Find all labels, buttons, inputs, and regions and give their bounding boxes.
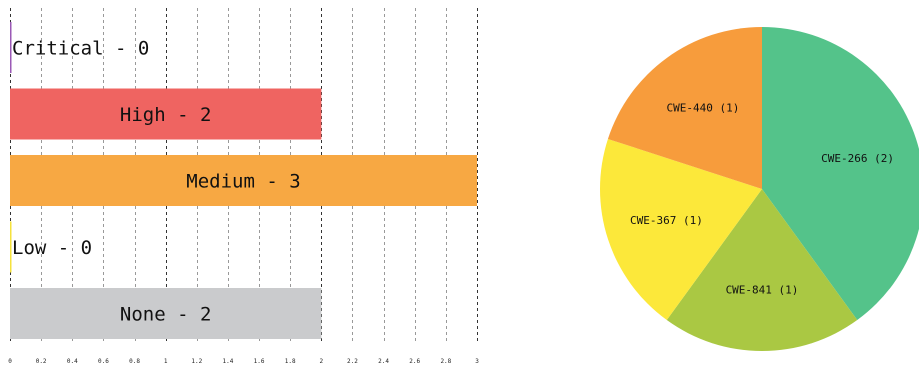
x-tick-label: 1 (164, 358, 168, 365)
bar-label: Critical - 0 (12, 38, 149, 60)
bar-none (10, 288, 322, 339)
x-tick-label: 0.2 (36, 358, 47, 365)
pie-slice (599, 138, 762, 321)
bar-label: Medium - 3 (186, 171, 300, 193)
x-tick-label: 3 (475, 358, 479, 365)
bar-chart-x-ticks: 0 0.2 0.4 0.6 0.8 1 1.2 1.4 1.6 1.8 2 2.2 2.4 2.6 2.8 3 (8, 358, 479, 365)
x-tick-label: 2.4 (378, 358, 389, 365)
x-tick-label: 2 (320, 358, 324, 365)
bar-label: Low - 0 (12, 237, 92, 259)
pie-slice-label: CWE-841 (1) (726, 283, 799, 296)
pie-slice-label: CWE-266 (2) (821, 152, 894, 165)
pie-chart-labels: CWE-266 (2) CWE-841 (1) CWE-367 (1) CWE-440… (630, 102, 894, 297)
pie-slice (762, 27, 919, 321)
x-tick-label: 2.8 (440, 358, 451, 365)
pie-slice-label: CWE-440 (1) (667, 102, 740, 115)
bar-chart-labels: Critical - 0 High - 2 Medium - 3 Low - 0 Non… (12, 38, 301, 326)
x-tick-label: 1.4 (223, 358, 234, 365)
bar-chart-bars (10, 22, 477, 339)
bar-low (10, 221, 12, 273)
pie-slice-label: CWE-367 (1) (630, 214, 703, 227)
x-tick-label: 1.8 (285, 358, 296, 365)
bar-high (10, 88, 322, 140)
x-tick-label: 0.6 (98, 358, 109, 365)
pie-slice (607, 27, 762, 189)
x-tick-label: 1.6 (254, 358, 265, 365)
x-tick-label: 0.4 (67, 358, 78, 365)
x-tick-label: 0.8 (129, 358, 140, 365)
pie-chart-slices (599, 27, 919, 351)
pie-slice (666, 189, 858, 351)
x-tick-label: 1.2 (191, 358, 202, 365)
bar-critical (10, 22, 12, 73)
x-tick-label: 2.2 (347, 358, 358, 365)
x-tick-label: 2.6 (409, 358, 420, 365)
bar-label: High - 2 (120, 104, 212, 126)
bar-chart-gridlines (10, 8, 478, 342)
bar-medium (10, 155, 477, 206)
x-tick-label: 0 (8, 358, 12, 365)
bar-label: None - 2 (120, 304, 212, 326)
